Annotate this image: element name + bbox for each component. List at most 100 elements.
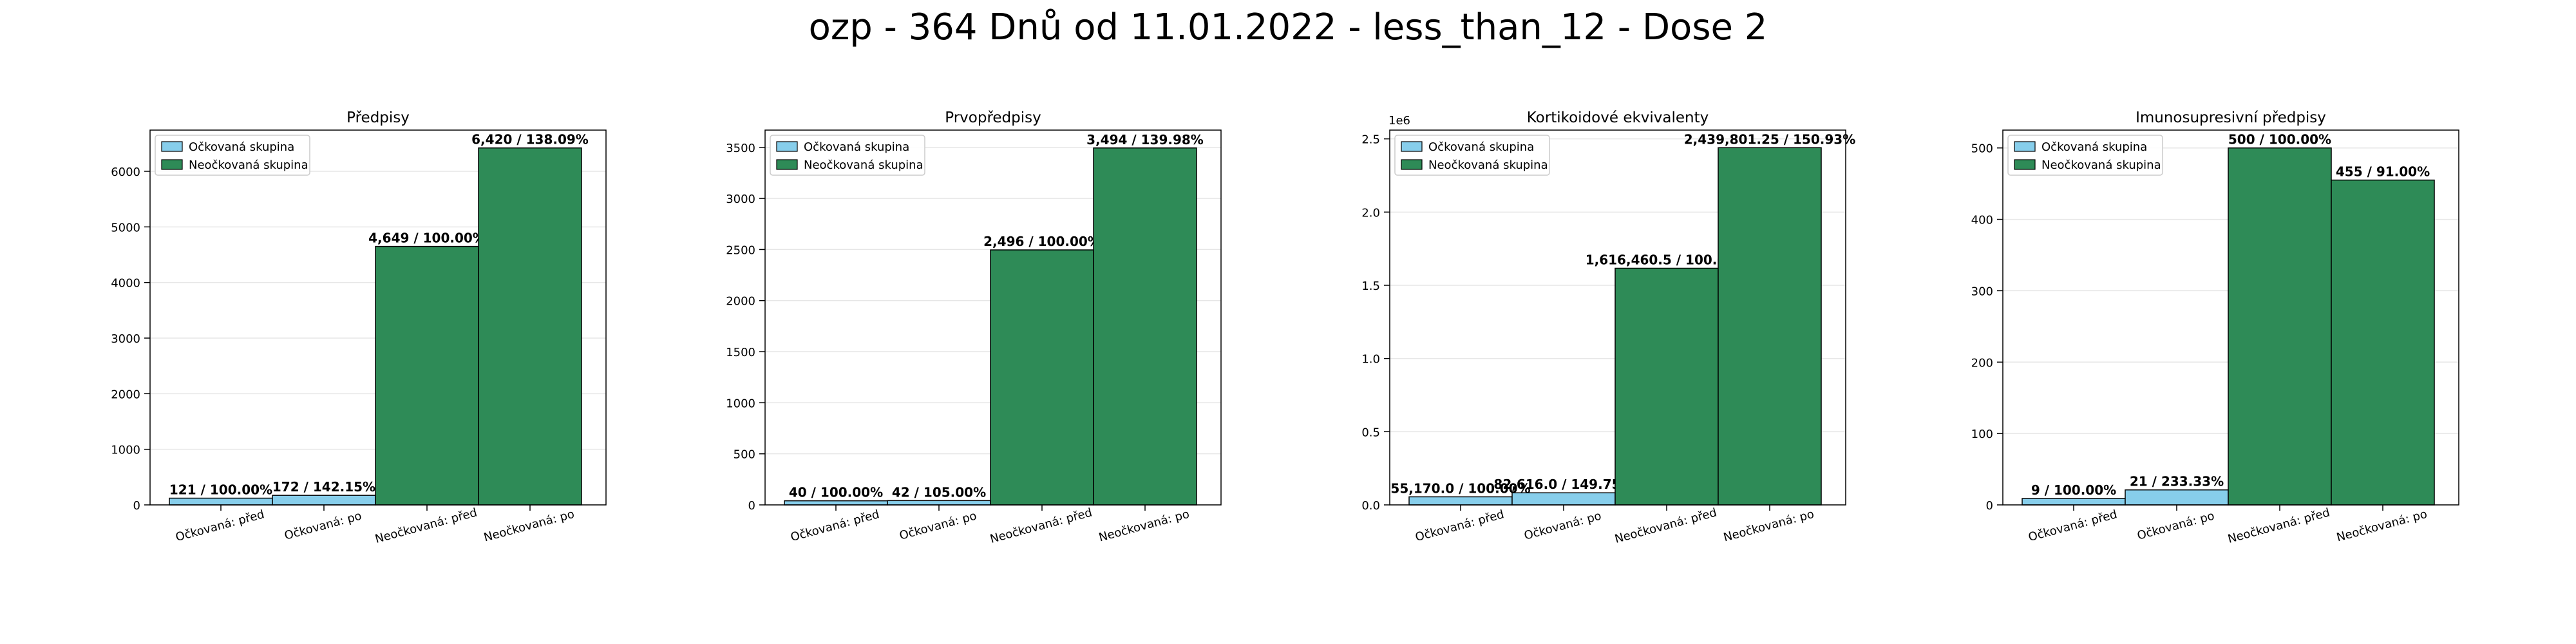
bar [1615, 267, 1719, 506]
y-tick-label: 1000 [111, 444, 140, 457]
bar-value-label: 172 / 142.15% [272, 479, 375, 495]
y-tick-label: 1.0 [1361, 353, 1380, 366]
y-tick-label: 200 [1971, 356, 1993, 370]
bar-value-label: 82,616.0 / 149.75% [1493, 477, 1633, 492]
y-tick-label: 4000 [111, 277, 140, 290]
bar-value-label: 500 / 100.00% [2228, 132, 2331, 147]
bar [1093, 147, 1197, 506]
legend-swatch [776, 159, 798, 170]
x-tick-label: Neočkovaná: před [2226, 506, 2331, 545]
y-tick-label: 2000 [726, 295, 755, 308]
legend: Očkovaná skupina Neočkovaná skupina [2007, 135, 2163, 176]
bar [2228, 147, 2332, 506]
y-tick-label: 500 [1971, 142, 1993, 156]
legend-swatch [2014, 141, 2036, 152]
y-tick-label: 1000 [726, 397, 755, 410]
bar [990, 249, 1094, 506]
chart-panel-4: 0 100 200 300 400 500 9 / 100.00% Očkovaná: pře… [1971, 109, 2459, 546]
x-tick-label: Očkovaná: před [2027, 507, 2118, 544]
bar [1511, 492, 1616, 506]
axes-frame [764, 129, 1222, 506]
y-tick-label: 400 [1971, 214, 1993, 227]
bar [375, 245, 479, 506]
bar-value-label: 121 / 100.00% [169, 482, 272, 498]
bar-value-label: 55,170.0 / 100.00% [1390, 480, 1530, 496]
y-tick-label: 0.5 [1361, 426, 1380, 439]
y-tick-label: 1.5 [1361, 279, 1380, 293]
legend-label: Neočkovaná skupina [804, 158, 923, 172]
x-tick-label: Neočkovaná: po [482, 507, 576, 545]
figure-title: ozp - 364 Dnů od 11.01.2022 - less_than_… [808, 6, 1768, 48]
chart-panel-3: 0.0 0.5 1.0 1.5 2.0 2.5 55,170.0 / 100.00% Očko… [1361, 109, 1855, 546]
legend-label: Neočkovaná skupina [1428, 158, 1548, 172]
bar-value-label: 455 / 91.00% [2336, 164, 2430, 180]
legend-box [1394, 135, 1550, 176]
x-tick-label: Očkovaná: po [2136, 509, 2215, 543]
x-tick-label: Očkovaná: po [898, 509, 978, 543]
legend-box [770, 135, 925, 176]
y-tick-label: 3000 [726, 193, 755, 206]
y-tick-label: 2000 [111, 388, 140, 401]
bar [2022, 498, 2126, 506]
legend-label: Neočkovaná skupina [2041, 158, 2161, 172]
bar [169, 497, 273, 506]
x-tick-label: Očkovaná: po [283, 509, 363, 543]
chart-panel-1: 0 1000 2000 3000 4000 5000 6000 121 / 100.00% Oč… [111, 109, 607, 546]
chart-title: Imunosupresivní předpisy [2136, 109, 2326, 126]
y-tick-label: 2.5 [1361, 133, 1380, 147]
bar-value-label: 3,494 / 139.98% [1086, 132, 1204, 147]
bar-value-label: 40 / 100.00% [789, 485, 883, 500]
y-tick-label: 2.0 [1361, 206, 1380, 220]
legend-box [155, 135, 310, 176]
bar [2331, 179, 2435, 506]
legend-label: Očkovaná skupina [189, 140, 294, 154]
legend: Očkovaná skupina Neočkovaná skupina [770, 135, 925, 176]
x-tick-label: Očkovaná: před [174, 507, 265, 544]
legend-swatch [2014, 159, 2036, 170]
bar-value-label: 6,420 / 138.09% [471, 132, 589, 147]
y-tick-label: 0.0 [1361, 499, 1380, 513]
x-tick-label: Neočkovaná: před [989, 506, 1094, 545]
legend-swatch [161, 141, 183, 152]
legend-label: Očkovaná skupina [1428, 140, 1534, 154]
legend-label: Neočkovaná skupina [189, 158, 308, 172]
x-tick-label: Očkovaná: před [789, 507, 880, 544]
y-tick-label: 5000 [111, 221, 140, 234]
bar-value-label: 4,649 / 100.00% [368, 231, 486, 246]
legend-swatch [161, 159, 183, 170]
x-tick-label: Neočkovaná: po [2335, 507, 2429, 545]
legend-label: Očkovaná skupina [804, 140, 909, 154]
legend-swatch [776, 141, 798, 152]
y-tick-label: 300 [1971, 285, 1993, 298]
bar [1718, 147, 1822, 506]
axes-frame [1389, 129, 1846, 506]
legend-box [2007, 135, 2163, 176]
chart-panel-2: 0 500 1000 1500 2000 2500 3000 3500 40 / 100.00%… [726, 109, 1222, 546]
bar-value-label: 9 / 100.00% [2031, 482, 2116, 498]
bar-value-label: 2,439,801.25 / 150.93% [1684, 131, 1855, 147]
axis-scale-label: 1e6 [1388, 114, 1410, 128]
legend: Očkovaná skupina Neočkovaná skupina [155, 135, 310, 176]
x-tick-label: Neočkovaná: po [1097, 507, 1191, 545]
y-tick-label: 100 [1971, 428, 1993, 441]
bar [784, 500, 888, 506]
bar [2125, 489, 2229, 506]
x-tick-label: Neočkovaná: před [1613, 506, 1718, 545]
y-tick-label: 0 [1986, 499, 1993, 513]
legend-swatch [1401, 141, 1423, 152]
bar [887, 500, 991, 506]
y-tick-label: 2500 [726, 243, 755, 257]
bar [272, 495, 376, 506]
legend: Očkovaná skupina Neočkovaná skupina [1394, 135, 1550, 176]
y-tick-label: 3500 [726, 142, 755, 155]
chart-title: Prvopředpisy [945, 109, 1041, 126]
y-tick-label: 500 [734, 448, 755, 462]
chart-title: Předpisy [346, 109, 410, 126]
y-tick-label: 0 [133, 499, 140, 513]
axes-frame [149, 129, 607, 506]
chart-title: Kortikoidové ekvivalenty [1527, 109, 1709, 126]
bar [1408, 496, 1513, 506]
bar-value-label: 2,496 / 100.00% [983, 234, 1101, 249]
legend-swatch [1401, 159, 1423, 170]
